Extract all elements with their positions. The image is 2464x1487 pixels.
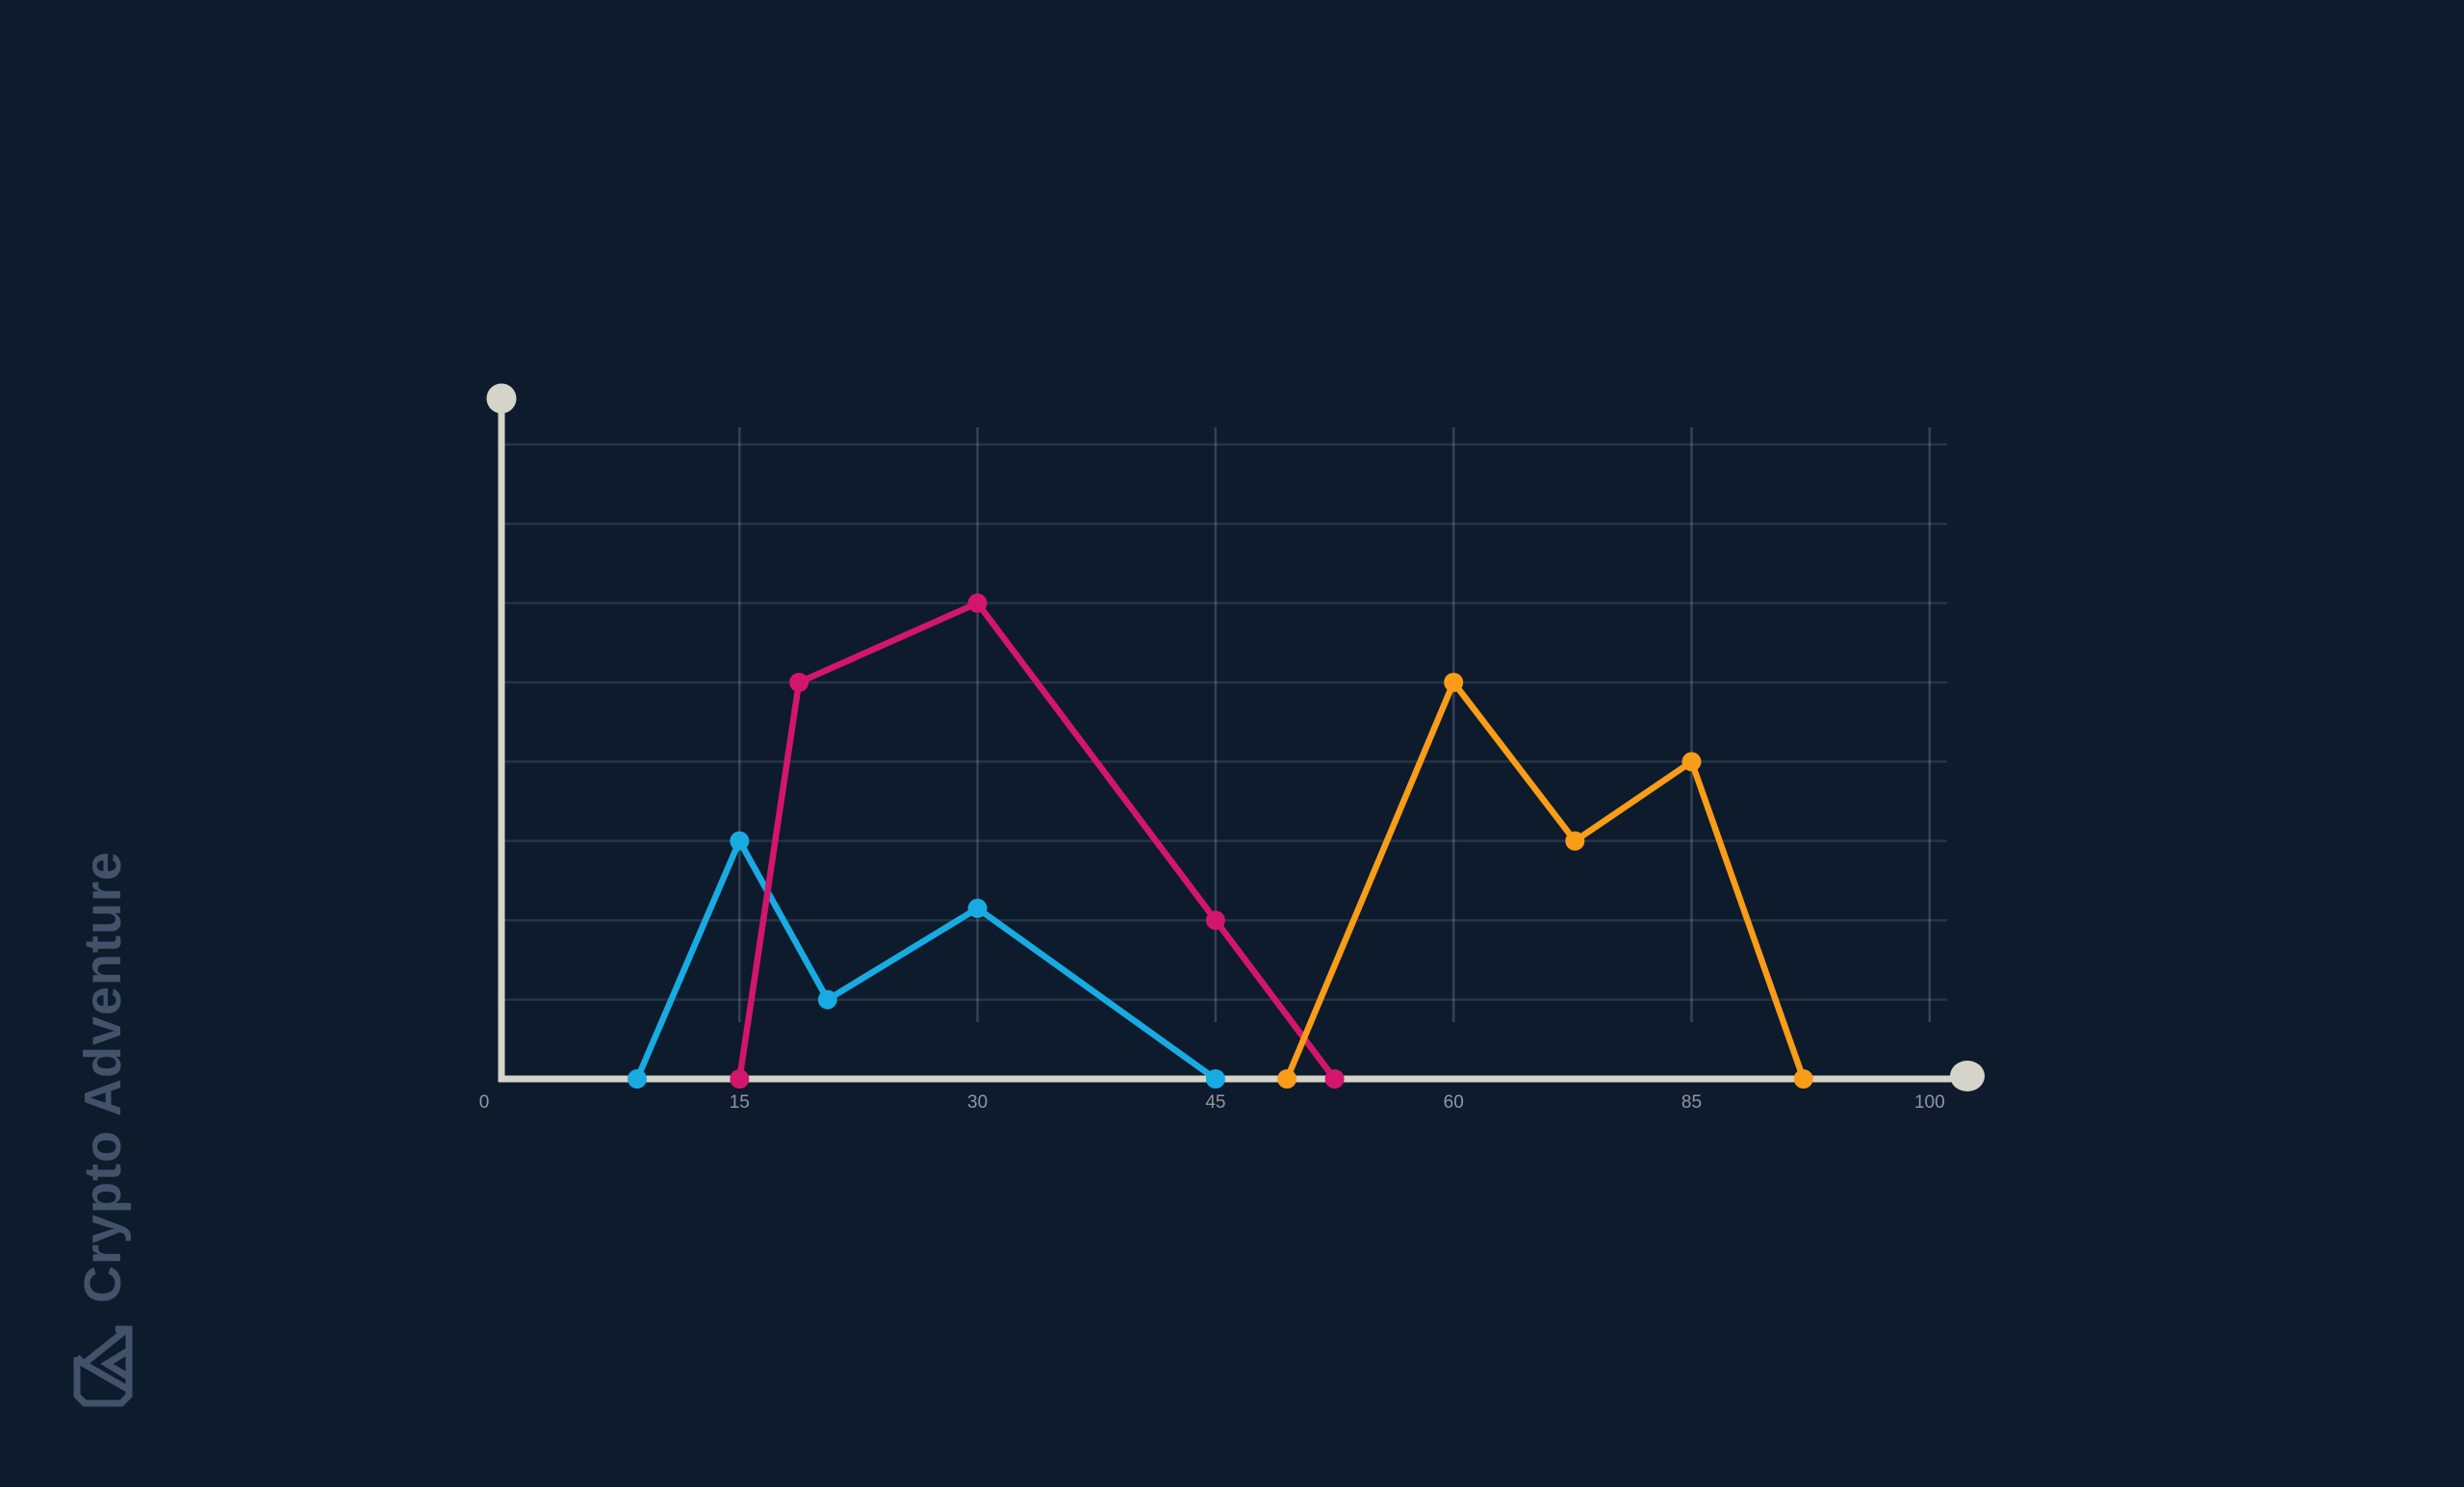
x-tick-label: 15 (730, 1092, 750, 1113)
x-tick-label: 0 (479, 1092, 490, 1113)
v-gridlines (738, 427, 1932, 1022)
data-point-magenta (1324, 1069, 1345, 1089)
data-point-orange (1565, 831, 1585, 851)
data-point-magenta (1205, 910, 1225, 931)
h-gridlines (501, 443, 1947, 1001)
data-point-cyan (967, 898, 988, 918)
series-line-cyan (633, 837, 1219, 1083)
x-tick-label: 45 (1205, 1092, 1225, 1113)
y-axis-end-cap (486, 383, 517, 414)
x-tick-label: 85 (1681, 1092, 1702, 1113)
x-tick-label: 100 (1914, 1092, 1945, 1113)
data-point-orange (1681, 752, 1702, 772)
data-point-magenta (730, 1069, 750, 1089)
data-point-magenta (789, 673, 809, 692)
x-axis-end-cap (1950, 1061, 1985, 1091)
watermark: Crypto Adventure (73, 851, 133, 1407)
data-point-orange (1277, 1069, 1297, 1089)
series-line-orange (1283, 679, 1807, 1083)
x-tick-label: 60 (1444, 1092, 1464, 1113)
data-point-orange (1793, 1069, 1813, 1089)
data-point-cyan (730, 831, 750, 851)
watermark-text: Crypto Adventure (74, 850, 132, 1303)
data-point-orange (1444, 673, 1464, 692)
data-point-cyan (1205, 1069, 1225, 1089)
data-point-magenta (967, 593, 988, 613)
data-point-cyan (817, 989, 837, 1010)
x-tick-label: 30 (967, 1092, 988, 1113)
crypto-adventure-logo-icon (73, 1324, 133, 1407)
x-tick-labels: 0 15 30 45 60 85 100 (479, 1092, 1945, 1113)
data-point-cyan (628, 1069, 647, 1089)
